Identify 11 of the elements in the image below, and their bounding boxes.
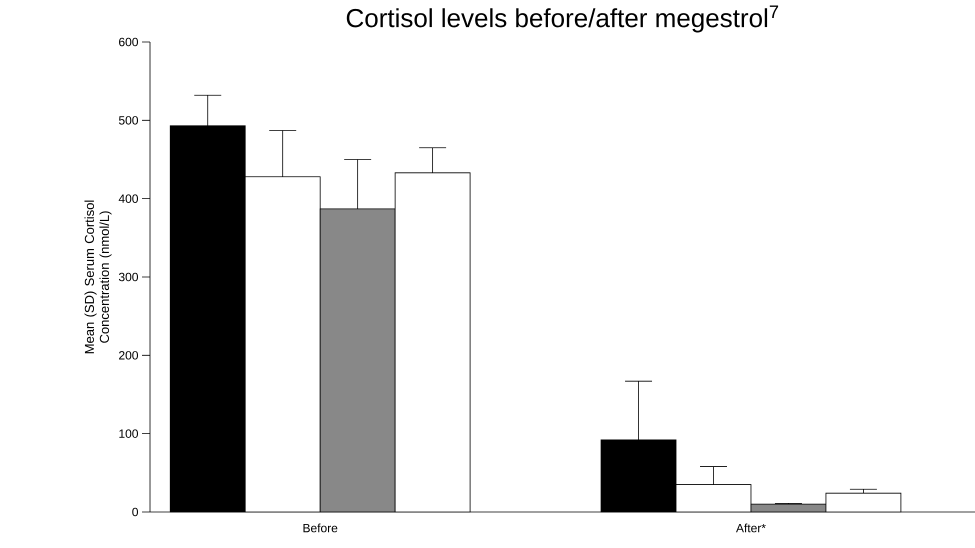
y-tick-label: 0 <box>132 508 138 516</box>
y-tick-label: 400 <box>118 194 138 203</box>
y-axis-title: Mean (SD) Serum Cortisol Concentration (nmol/L) <box>84 200 112 354</box>
y-tick-label: 600 <box>119 38 138 46</box>
chart-title: Cortisol levels before/after megestrol$^{7}$ <box>346 6 778 32</box>
y-tick-label: 300 <box>118 272 138 282</box>
x-tick-label: After* <box>736 524 766 532</box>
y-tick-label: 500 <box>118 116 138 125</box>
x-tick-label: Before <box>303 524 338 532</box>
y-tick-label: 100 <box>119 429 138 438</box>
y-tick-label: 200 <box>119 351 138 360</box>
